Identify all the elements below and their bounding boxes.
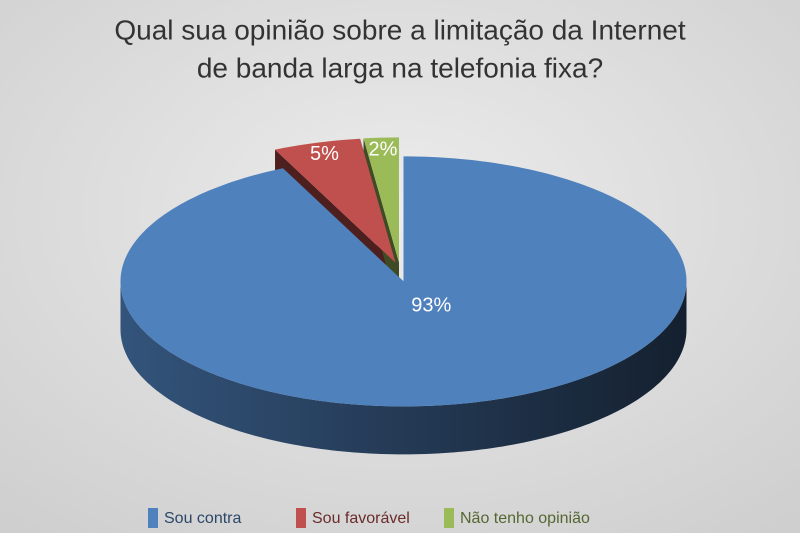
slice (363, 137, 399, 263)
chart-title: de banda larga na telefonia fixa? (197, 52, 603, 83)
legend-swatch (444, 508, 454, 528)
chart-title: Qual sua opinião sobre a limitação da In… (114, 14, 685, 45)
legend: Sou contra Sou favorável Não tenho opinião (148, 508, 590, 528)
legend-label: Não tenho opinião (460, 510, 590, 527)
data-label: 93% (411, 295, 451, 317)
slice (275, 138, 396, 263)
legend-label: Sou favorável (312, 510, 410, 527)
slice-side (120, 281, 687, 455)
legend-label: Sou contra (164, 510, 241, 527)
legend-swatch (296, 508, 306, 528)
slice (120, 156, 687, 407)
data-label: 2% (369, 138, 398, 160)
legend-swatch (148, 508, 158, 528)
pie: 93% 5% 2% (120, 137, 687, 455)
data-label: 5% (310, 143, 339, 165)
